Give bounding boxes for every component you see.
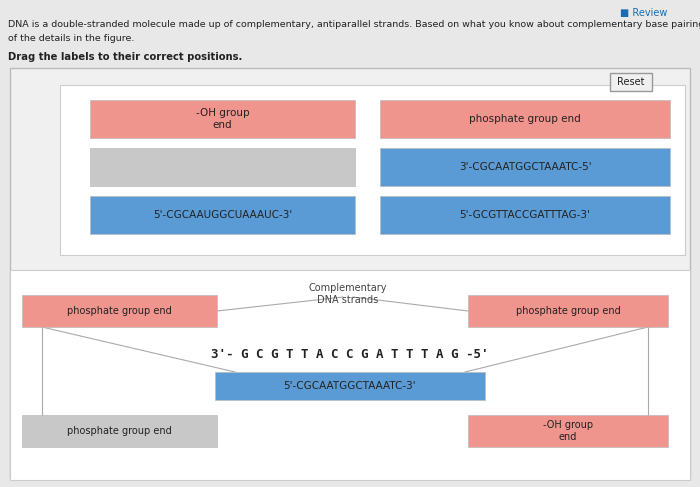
Bar [380,148,670,186]
Bar [60,85,685,255]
Bar [90,148,355,186]
Bar [90,196,355,234]
Text: 3'-CGCAATGGCTAAATC-5': 3'-CGCAATGGCTAAATC-5' [458,162,592,172]
Bar [468,415,668,447]
Text: of the details in the figure.: of the details in the figure. [8,34,134,43]
Bar [10,68,690,478]
Text: Complementary
DNA strands: Complementary DNA strands [309,283,387,304]
Text: phosphate group end: phosphate group end [67,306,172,316]
Text: 5'-CGCAAUGGCUAAAUC-3': 5'-CGCAAUGGCUAAAUC-3' [153,210,292,220]
Bar [468,295,668,327]
Text: 3'- G C G T T A C C G A T T T A G -5': 3'- G C G T T A C C G A T T T A G -5' [211,349,489,361]
Text: -OH group
end: -OH group end [196,108,249,130]
Text: DNA is a double-stranded molecule made up of complementary, antiparallel strands: DNA is a double-stranded molecule made u… [8,20,700,29]
Bar [610,73,652,91]
Text: phosphate group end: phosphate group end [469,114,581,124]
Bar [90,100,355,138]
Text: 5'-GCGTTACCGATTTAG-3': 5'-GCGTTACCGATTTAG-3' [460,210,590,220]
Bar [380,196,670,234]
Text: phosphate group end: phosphate group end [67,426,172,436]
Text: phosphate group end: phosphate group end [516,306,620,316]
Text: -OH group
end: -OH group end [543,420,593,442]
Text: ■ Review: ■ Review [620,8,667,18]
Bar [22,415,217,447]
Text: 5'-CGCAATGGCTAAATC-3': 5'-CGCAATGGCTAAATC-3' [284,381,416,391]
Text: Drag the labels to their correct positions.: Drag the labels to their correct positio… [8,52,242,62]
Bar [22,295,217,327]
Text: Reset: Reset [617,77,645,87]
Bar [10,270,690,480]
Bar [380,100,670,138]
Bar [215,372,485,400]
